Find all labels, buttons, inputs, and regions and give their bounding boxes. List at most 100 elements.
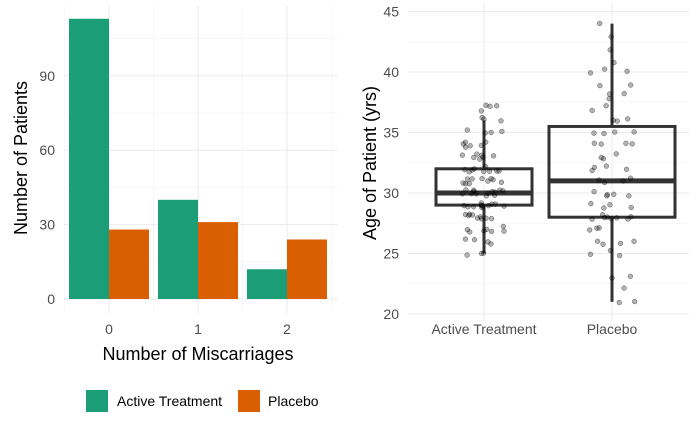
data-point: [471, 237, 478, 243]
data-point: [483, 139, 489, 145]
data-point: [462, 211, 469, 218]
data-point: [461, 202, 467, 209]
data-point: [478, 108, 485, 114]
data-point: [600, 156, 607, 162]
data-point: [621, 285, 627, 291]
data-point: [466, 181, 473, 187]
data-point: [500, 223, 506, 230]
data-point: [631, 129, 637, 135]
data-point: [587, 70, 594, 76]
data-point: [614, 215, 620, 221]
data-point: [459, 152, 466, 158]
data-point: [479, 175, 485, 182]
data-point: [604, 214, 610, 220]
data-point: [490, 153, 497, 159]
data-point: [607, 247, 614, 254]
data-point: [479, 152, 485, 158]
data-point: [598, 141, 604, 147]
data-point: [483, 102, 489, 108]
data-point: [486, 168, 493, 174]
y-axis-title: Age of Patient (yrs): [360, 86, 380, 240]
data-point: [604, 193, 610, 199]
data-point: [488, 176, 494, 182]
data-point: [616, 299, 622, 306]
data-point: [626, 193, 632, 199]
data-point: [474, 151, 480, 157]
data-point: [498, 118, 504, 124]
y-tick-label: 0: [47, 291, 55, 307]
data-point: [609, 275, 615, 281]
data-point: [587, 251, 594, 257]
y-tick-label: 20: [383, 306, 399, 322]
data-point: [489, 188, 495, 195]
data-point: [482, 164, 489, 170]
data-point: [611, 59, 617, 66]
data-point: [600, 212, 606, 218]
data-point: [608, 216, 614, 222]
data-point: [617, 240, 624, 247]
data-point: [501, 203, 507, 209]
data-point: [481, 116, 487, 122]
data-point: [607, 47, 613, 53]
data-point: [589, 216, 595, 222]
data-point: [484, 226, 490, 233]
x-tick-label: 2: [283, 321, 291, 337]
data-point: [606, 96, 612, 102]
data-point: [488, 129, 494, 136]
data-point: [620, 178, 626, 184]
data-point: [596, 225, 602, 231]
data-point: [616, 252, 623, 259]
data-point: [591, 164, 598, 171]
data-point: [629, 141, 635, 147]
data-point: [483, 193, 490, 199]
data-point: [623, 140, 629, 146]
y-tick-label: 40: [383, 64, 399, 80]
y-axis-title: Number of Patients: [11, 81, 31, 235]
data-point: [628, 214, 634, 220]
data-point: [459, 191, 465, 197]
data-point: [587, 227, 593, 233]
data-point: [460, 141, 466, 147]
data-point: [628, 204, 634, 211]
x-tick-label: 0: [105, 321, 113, 337]
data-point: [627, 175, 634, 181]
data-point: [631, 238, 637, 244]
data-point: [608, 34, 614, 40]
data-point: [485, 190, 491, 197]
data-point: [596, 20, 603, 27]
data-point: [485, 239, 491, 245]
box-iqr: [547, 124, 677, 219]
data-point: [493, 103, 500, 109]
data-point: [601, 205, 607, 211]
data-point: [479, 202, 485, 209]
data-point: [606, 91, 613, 97]
data-point: [603, 103, 609, 109]
y-tick-label: 25: [383, 246, 399, 262]
data-point: [478, 250, 485, 257]
data-point: [591, 140, 597, 146]
data-point: [488, 215, 495, 222]
data-point: [462, 167, 468, 173]
data-point: [469, 167, 475, 173]
data-point: [600, 241, 606, 247]
data-point: [480, 250, 487, 256]
data-point: [464, 226, 470, 233]
x-tick-label: Placebo: [587, 321, 638, 337]
data-point: [500, 188, 506, 194]
data-point: [612, 129, 618, 135]
data-point: [588, 200, 594, 207]
data-point: [466, 169, 472, 175]
data-point: [624, 68, 630, 74]
data-point: [478, 142, 484, 148]
x-tick-label: 1: [194, 321, 202, 337]
data-point: [474, 215, 481, 221]
bar-active-treatment: [69, 18, 109, 299]
y-tick-label: 30: [39, 217, 55, 233]
bar-placebo: [287, 239, 327, 299]
x-tick-label: Active Treatment: [431, 321, 536, 337]
data-point: [471, 154, 477, 161]
data-point: [488, 241, 494, 247]
data-point: [469, 176, 475, 182]
x-axis-title: Number of Miscarriages: [102, 344, 293, 364]
